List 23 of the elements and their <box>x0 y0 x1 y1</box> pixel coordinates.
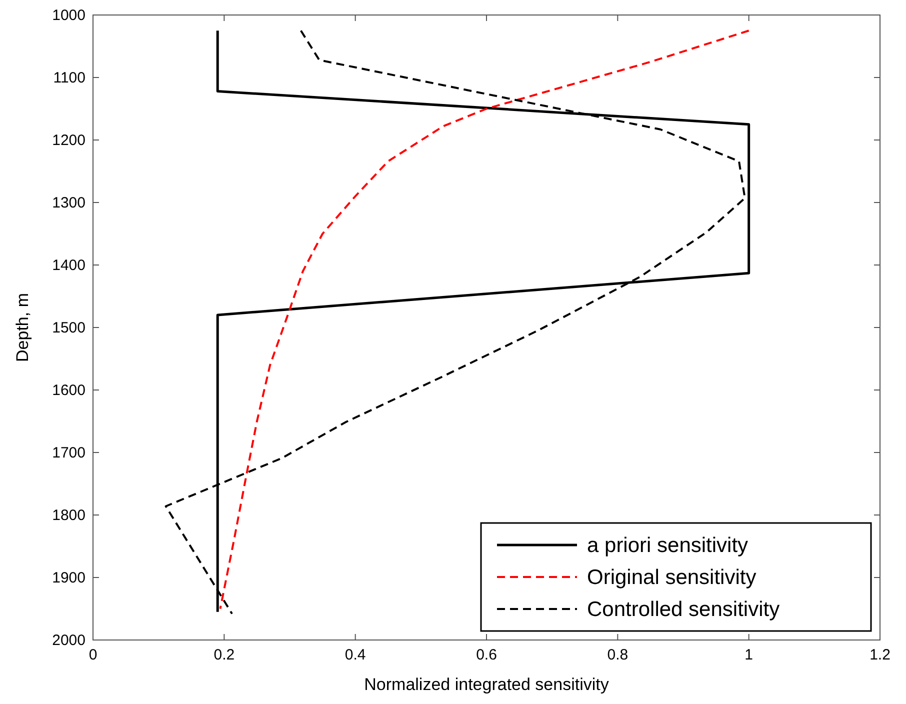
y-tick-label: 1900 <box>52 569 86 586</box>
x-tick-label: 0.8 <box>607 646 628 664</box>
x-tick-label: 0 <box>88 646 98 664</box>
x-tick-label: 0.6 <box>476 646 497 664</box>
y-tick-label: 1400 <box>52 256 86 274</box>
x-tick-label: 0.2 <box>214 646 235 664</box>
legend-label: Controlled sensitivity <box>587 598 780 621</box>
y-tick-label: 1200 <box>52 132 86 149</box>
y-tick-label: 1700 <box>52 444 86 462</box>
x-tick-label: 1 <box>744 646 754 664</box>
y-tick-label: 1500 <box>52 319 86 336</box>
x-tick-label: 1.2 <box>870 646 890 664</box>
y-tick-label: 1300 <box>52 194 86 212</box>
y-axis-title: Depth, m <box>13 293 32 362</box>
y-tick-label: 1800 <box>52 506 86 524</box>
y-tick-label: 1600 <box>52 382 86 399</box>
y-tick-label: 1000 <box>52 6 86 24</box>
x-axis-title: Normalized integrated sensitivity <box>364 675 610 694</box>
y-tick-label: 2000 <box>52 632 86 649</box>
x-tick-label: 0.4 <box>344 646 366 664</box>
legend-label: a priori sensitivity <box>587 534 749 557</box>
y-tick-label: 1100 <box>53 69 86 86</box>
legend-label: Original sensitivity <box>587 566 757 589</box>
